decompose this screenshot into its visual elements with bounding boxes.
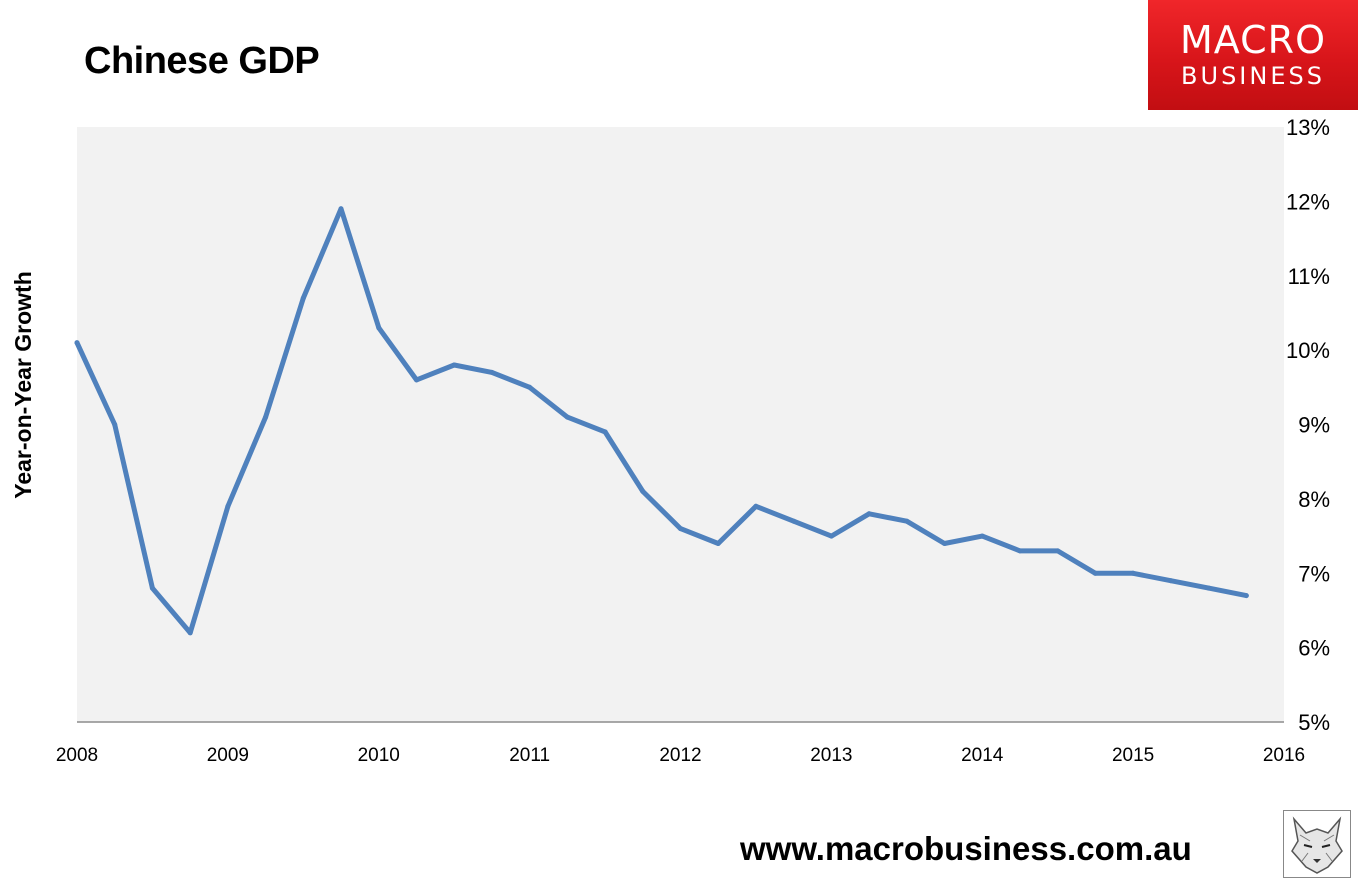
y-tick-label: 13%	[1286, 115, 1330, 140]
data-point	[74, 340, 80, 346]
data-point	[338, 206, 344, 212]
x-tick-label: 2010	[358, 745, 400, 766]
y-tick-label: 8%	[1298, 487, 1330, 512]
data-point	[300, 295, 306, 301]
data-point	[376, 325, 382, 331]
x-tick-label: 2013	[810, 745, 852, 766]
data-point	[1092, 570, 1098, 576]
x-tick-label: 2009	[207, 745, 249, 766]
data-point	[979, 533, 985, 539]
data-point	[187, 630, 193, 636]
plot-area	[77, 127, 1284, 722]
data-point	[414, 377, 419, 383]
fox-mascot-icon	[1283, 810, 1351, 878]
x-tick-label: 2016	[1263, 745, 1305, 766]
y-axis-label: Year-on-Year Growth	[10, 271, 36, 499]
data-point	[112, 422, 118, 427]
data-point	[263, 414, 269, 420]
data-point	[904, 518, 910, 524]
data-point	[753, 503, 759, 509]
data-point	[489, 369, 495, 375]
data-point	[715, 541, 721, 546]
logo-line-1: MACRO	[1180, 18, 1326, 62]
series-points	[74, 206, 1249, 636]
y-tick-label: 6%	[1298, 636, 1330, 661]
data-point	[527, 384, 533, 390]
x-tick-label: 2015	[1112, 745, 1154, 766]
data-point	[149, 585, 155, 591]
x-tick-label: 2012	[659, 745, 701, 766]
data-point	[1243, 593, 1249, 599]
y-tick-label: 10%	[1286, 338, 1330, 363]
y-tick-label: 9%	[1298, 413, 1330, 438]
x-tick-label: 2014	[961, 745, 1004, 766]
y-tick-labels: 5% 6% 7% 8% 9% 10% 11% 12% 13%	[1286, 115, 1330, 735]
data-point	[678, 526, 683, 532]
series-line-chinese-gdp	[74, 206, 1249, 636]
data-point	[1206, 585, 1212, 591]
data-point	[942, 541, 947, 546]
data-point	[1055, 548, 1061, 554]
data-point	[866, 511, 872, 517]
data-point	[640, 488, 646, 494]
data-point	[1168, 578, 1174, 584]
x-tick-labels: 2008 2009 2010 2011 2012 2013 2014 2015 2016	[56, 745, 1305, 766]
data-point	[1017, 548, 1023, 554]
data-point	[451, 362, 457, 368]
macrobusiness-logo: MACRO BUSINESS	[1148, 0, 1358, 110]
x-tick-label: 2011	[509, 745, 550, 766]
data-point	[791, 518, 797, 524]
website-url[interactable]: www.macrobusiness.com.au	[740, 830, 1192, 867]
data-point	[225, 503, 231, 509]
data-point	[1130, 570, 1136, 576]
logo-line-2: BUSINESS	[1181, 62, 1325, 90]
data-point	[564, 414, 570, 420]
y-tick-label: 11%	[1288, 264, 1330, 289]
y-tick-label: 5%	[1298, 710, 1330, 735]
chart-title: Chinese GDP	[84, 40, 320, 82]
y-tick-label: 7%	[1298, 561, 1330, 586]
y-tick-label: 12%	[1286, 189, 1330, 214]
data-point	[602, 429, 608, 435]
x-tick-label: 2008	[56, 745, 98, 766]
data-point	[828, 533, 834, 539]
